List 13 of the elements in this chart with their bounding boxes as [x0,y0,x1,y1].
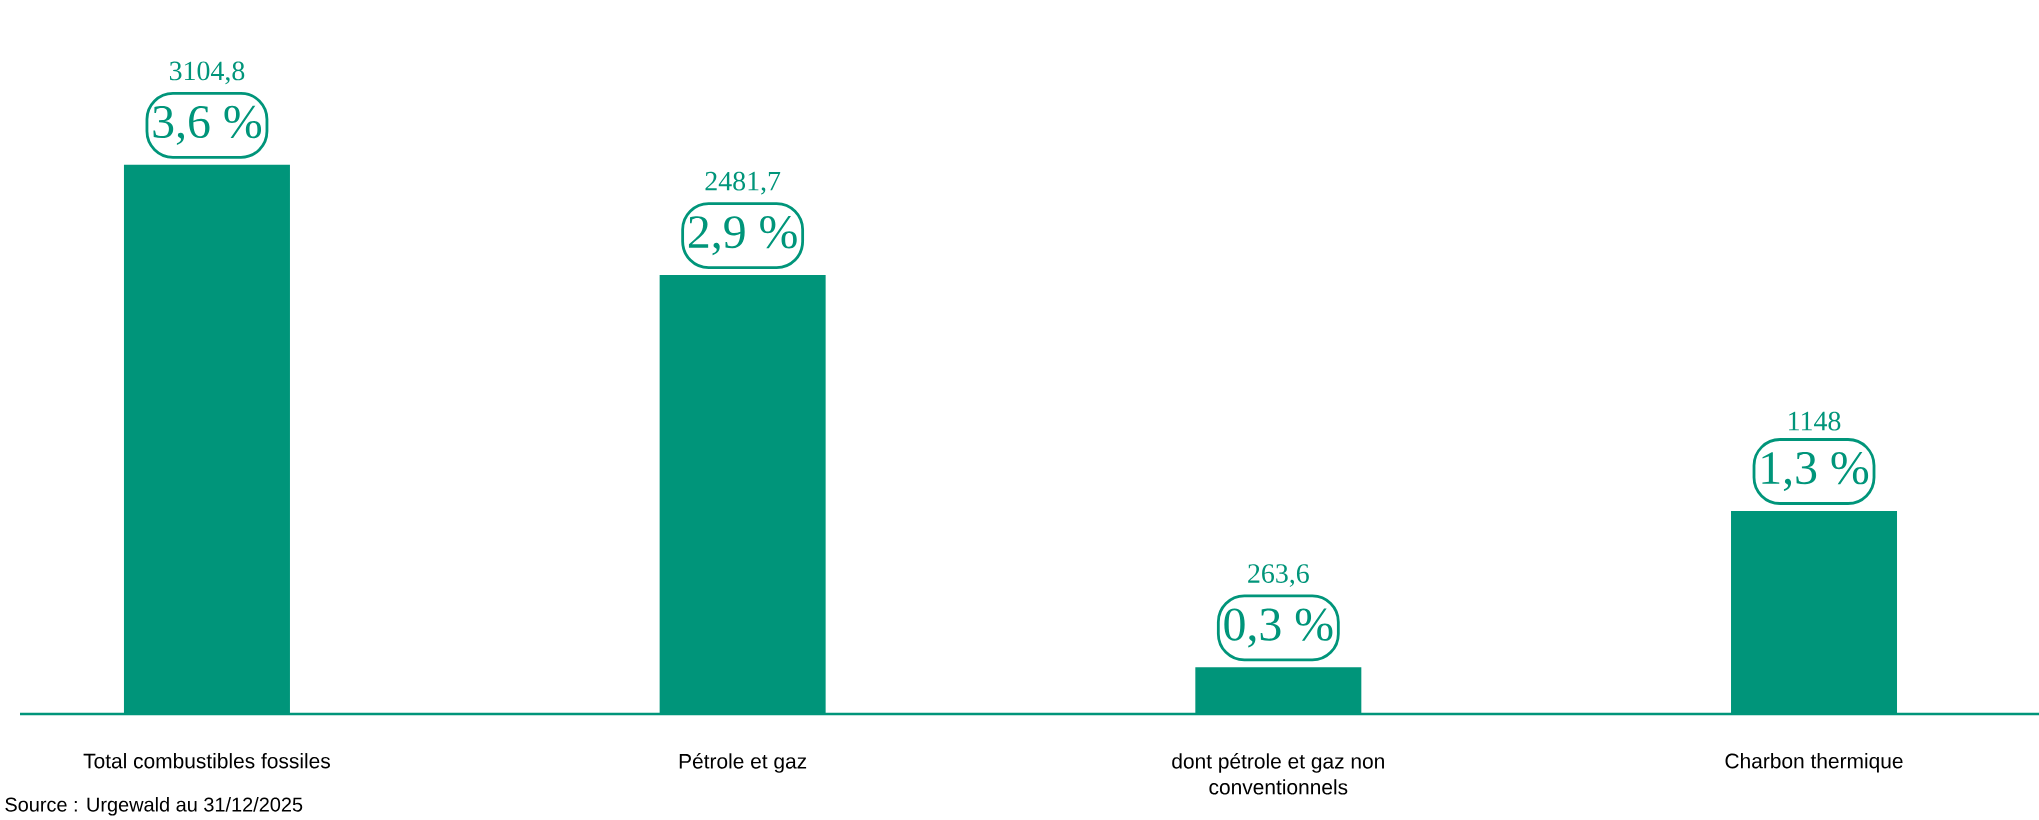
x-tick-label: dont pétrole et gaz non conventionnels [1172,753,1384,795]
annotation: 1,3 % [1762,451,1869,492]
annotation: 0,3 % [1224,608,1333,648]
data-label: 3104,8 [169,61,245,85]
x-tick-label: Pétrole et gaz [679,753,807,773]
data-label: 2481,7 [705,171,781,195]
x-tick-label: Charbon thermique [1725,753,1903,773]
x-tick-label: Total combustibles fossiles [83,753,330,769]
data-label: 1148 [1789,411,1841,431]
data-label: 263,6 [1248,564,1309,587]
annotation: 3,6 % [153,105,262,145]
source-note: Source : Urgewald au 31/12/2025 [5,797,303,816]
annotation: 2,9 % [688,216,797,256]
